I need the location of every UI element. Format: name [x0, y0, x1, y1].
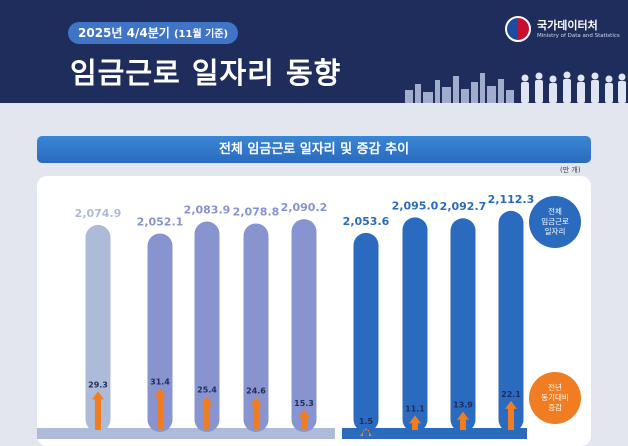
change-value-label: 22.1 [501, 390, 521, 399]
logo-text-korean: 국가데이터처 [537, 19, 598, 32]
change-arrow [298, 409, 310, 430]
total-bar [402, 217, 428, 432]
legend-change-label: 전년 동기대비 증감 [541, 383, 569, 412]
change-arrow [250, 397, 262, 430]
skyline-illustration-icon [405, 71, 626, 103]
change-arrow [154, 388, 166, 430]
change-value-label: 13.9 [453, 401, 473, 410]
change-value-label: 25.4 [197, 385, 217, 394]
change-value-label: 1.5 [359, 417, 374, 426]
change-arrow [360, 428, 372, 437]
agency-logo: 국가데이터처 Ministry of Data and Statistics [505, 14, 623, 54]
total-bar [291, 219, 317, 432]
change-value-label: 24.6 [246, 387, 266, 396]
legend-total-jobs: 전체 임금근로 일자리 [529, 196, 581, 248]
total-value-label: 2,112.3 [488, 193, 535, 206]
total-bar [243, 223, 269, 432]
legend-yoy-change: 전년 동기대비 증감 [529, 372, 581, 424]
total-bar [498, 210, 524, 432]
total-value-label: 2,083.9 [184, 204, 231, 217]
total-value-label: 2,052.1 [137, 215, 184, 228]
change-arrow [457, 411, 469, 430]
taegeuk-logo-icon [505, 16, 531, 42]
change-arrow [409, 415, 421, 430]
period-main: 2025년 4/4분기 [78, 26, 170, 40]
legend-total-label: 전체 임금근로 일자리 [541, 207, 569, 236]
total-value-label: 2,090.2 [281, 201, 328, 214]
header-banner: 2025년 4/4분기 (11월 기준) 임금근로 일자리 동향 국가데이터처 … [0, 0, 628, 103]
change-value-label: 15.3 [294, 399, 314, 408]
period-badge: 2025년 4/4분기 (11월 기준) [68, 22, 239, 44]
total-value-label: 2,095.0 [392, 199, 439, 212]
total-bar [85, 224, 111, 432]
change-value-label: 29.3 [88, 380, 108, 389]
total-bar [147, 233, 173, 432]
total-value-label: 2,074.9 [75, 207, 122, 220]
total-value-label: 2,053.6 [343, 215, 390, 228]
change-arrow [505, 400, 517, 430]
period-sub: (11월 기준) [173, 29, 229, 40]
section-title: 전체 임금근로 일자리 및 증감 추이 [37, 136, 591, 163]
total-bar [194, 221, 220, 432]
page-title: 임금근로 일자리 동향 [70, 56, 342, 90]
total-value-label: 2,078.8 [233, 205, 280, 218]
total-bar [353, 232, 379, 432]
change-value-label: 11.1 [405, 404, 425, 413]
total-bar [450, 218, 476, 432]
logo-text-english: Ministry of Data and Statistics [537, 33, 620, 39]
period-divider-2024 [37, 428, 335, 439]
total-value-label: 2,092.7 [440, 200, 487, 213]
period-divider-2025 [342, 428, 527, 439]
unit-label: (만 개) [560, 166, 581, 174]
change-arrow [201, 396, 213, 430]
change-arrow [92, 391, 104, 430]
change-value-label: 31.4 [150, 378, 170, 387]
